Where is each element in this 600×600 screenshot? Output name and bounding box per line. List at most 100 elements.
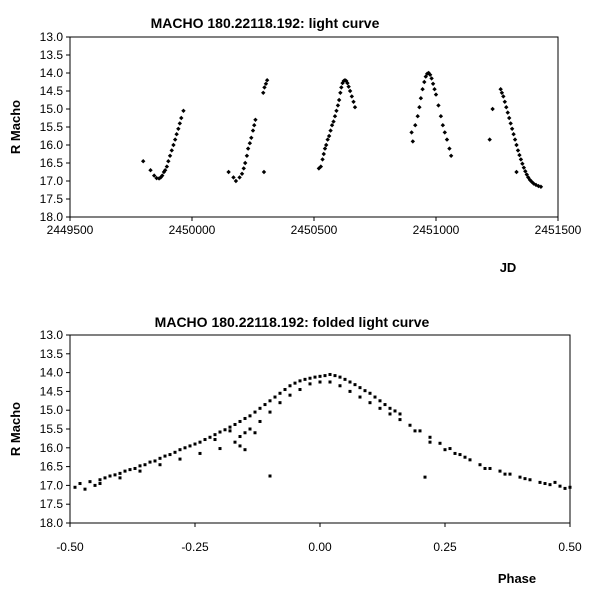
data-point — [487, 137, 492, 142]
folded-light-curve-chart: MACHO 180.22118.192: folded light curve … — [8, 314, 582, 586]
data-point — [505, 110, 510, 115]
folded-light-curve-y-tick-label: 17.5 — [40, 497, 64, 511]
light-curve-x-tick-label: 2450000 — [169, 223, 216, 237]
data-point — [167, 153, 173, 158]
data-point — [273, 395, 277, 399]
data-point — [438, 441, 442, 445]
data-point — [351, 99, 356, 104]
light-curve-y-tick-label: 13.0 — [40, 30, 64, 44]
folded-light-curve-y-tick-label: 18.0 — [40, 516, 64, 530]
data-point — [483, 466, 487, 470]
data-point — [323, 374, 327, 378]
data-point — [213, 433, 217, 437]
data-point — [238, 444, 242, 448]
data-point — [261, 169, 267, 175]
data-point — [533, 182, 539, 188]
data-point — [329, 123, 335, 128]
data-point — [198, 440, 202, 444]
light-curve-y-tick-label: 15.0 — [40, 102, 64, 116]
data-point — [334, 108, 339, 113]
folded-light-curve-y-axis-label: R Macho — [8, 402, 23, 456]
data-point — [252, 123, 257, 128]
data-point — [348, 380, 352, 384]
data-point — [244, 153, 250, 158]
data-point — [518, 157, 524, 162]
data-point — [398, 418, 402, 422]
data-point — [245, 146, 251, 151]
light-curve-x-tick-label: 2449500 — [47, 223, 94, 237]
light-curve-y-tick-label: 14.5 — [40, 84, 64, 98]
data-point — [417, 105, 422, 110]
data-point — [413, 123, 418, 128]
light-curve-y-tick-label: 17.0 — [40, 174, 64, 188]
data-point — [507, 115, 512, 121]
data-point — [103, 476, 107, 480]
data-point — [288, 393, 292, 397]
data-point — [171, 142, 176, 148]
data-point — [383, 403, 387, 407]
light-curve-series — [141, 70, 544, 189]
data-point — [521, 165, 527, 170]
data-point — [415, 114, 420, 119]
data-point — [151, 173, 157, 178]
data-point — [141, 159, 146, 164]
data-point — [168, 453, 172, 457]
data-point — [228, 429, 232, 433]
data-point — [339, 85, 344, 90]
data-point — [501, 94, 506, 99]
data-point — [333, 374, 337, 378]
data-point — [503, 472, 507, 476]
data-point — [268, 474, 272, 478]
data-point — [529, 179, 534, 184]
data-point — [231, 175, 236, 180]
folded-light-curve-y-tick-label: 17.0 — [40, 478, 64, 492]
data-point — [253, 410, 257, 414]
data-point — [179, 115, 184, 121]
data-point — [438, 114, 444, 119]
data-point — [520, 161, 525, 166]
data-point — [358, 395, 362, 399]
data-point — [413, 429, 417, 433]
data-point — [523, 169, 528, 174]
data-point — [118, 476, 122, 480]
data-point — [478, 463, 482, 467]
data-point — [515, 148, 521, 153]
data-point — [528, 478, 532, 482]
data-point — [368, 391, 372, 395]
data-point — [73, 485, 77, 489]
folded-light-curve-x-tick-label: 0.00 — [308, 540, 332, 554]
folded-light-curve-y-tick-label: 16.0 — [40, 441, 64, 455]
data-point — [181, 108, 186, 113]
light-curve-y-axis-label: R Macho — [8, 100, 23, 154]
data-point — [264, 78, 270, 83]
data-point — [436, 103, 441, 108]
data-point — [233, 178, 239, 184]
light-curve-title: MACHO 180.22118.192: light curve — [151, 15, 380, 31]
folded-light-curve-x-tick-label: 0.25 — [433, 540, 457, 554]
data-point — [538, 480, 542, 484]
data-point — [458, 453, 462, 457]
data-point — [418, 429, 422, 433]
data-point — [511, 132, 516, 137]
data-point — [148, 460, 152, 464]
folded-light-curve-y-axis: 13.0 13.5 14.0 14.5 15.0 15.5 16.0 16.5 17.0 17.5… — [40, 328, 70, 530]
data-point — [409, 130, 414, 135]
data-point — [322, 146, 328, 151]
data-point — [318, 374, 322, 378]
data-point — [163, 454, 167, 458]
data-point — [308, 376, 312, 380]
data-point — [238, 435, 242, 439]
data-point — [526, 175, 531, 180]
folded-light-curve-y-tick-label: 14.5 — [40, 384, 64, 398]
data-point — [98, 482, 102, 486]
data-point — [453, 451, 457, 455]
data-point — [268, 399, 272, 403]
data-point — [332, 114, 338, 119]
light-curve-x-axis-label: JD — [500, 260, 517, 275]
data-point — [258, 419, 262, 423]
folded-light-curve-y-tick-label: 15.5 — [40, 422, 64, 436]
data-point — [508, 472, 512, 476]
data-point — [331, 119, 336, 124]
folded-light-curve-x-tick-label: 0.50 — [558, 540, 582, 554]
data-point — [261, 90, 266, 95]
